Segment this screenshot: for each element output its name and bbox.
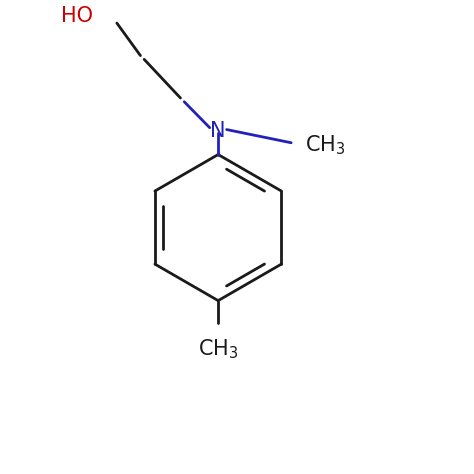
Text: CH$_3$: CH$_3$ [198,337,238,361]
Text: CH$_3$: CH$_3$ [305,133,346,157]
Text: N: N [210,121,226,141]
Text: HO: HO [61,7,93,27]
